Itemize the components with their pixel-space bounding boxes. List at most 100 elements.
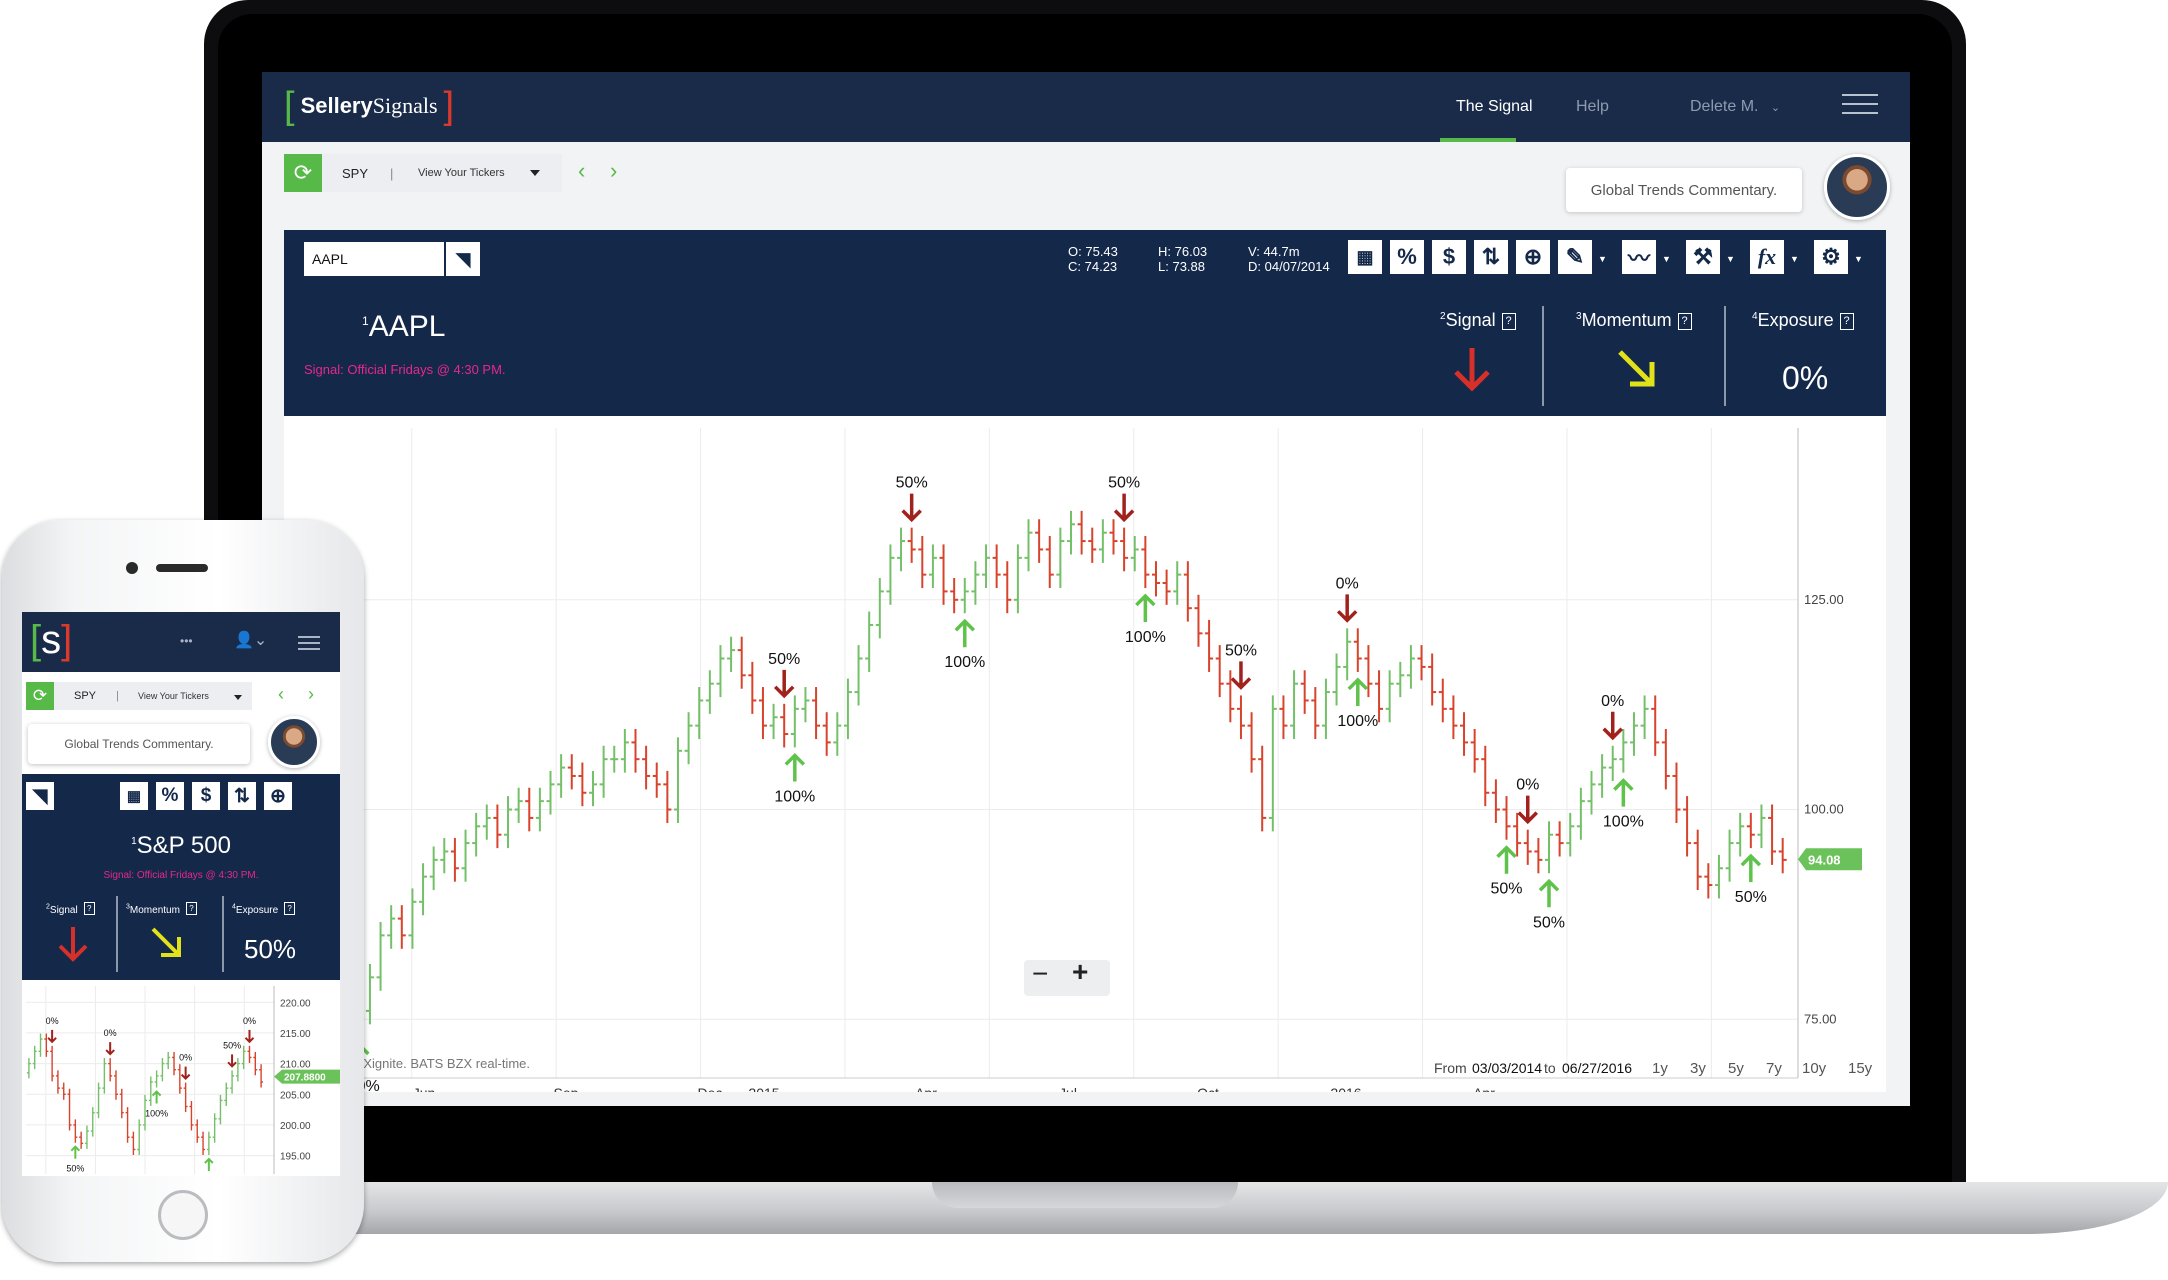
signal-label: 100% [1603, 814, 1644, 831]
help-icon[interactable]: ? [1501, 313, 1516, 330]
calculator-icon[interactable]: ▦ [120, 782, 148, 810]
phone-commentary-bubble[interactable]: Global Trends Commentary. [28, 724, 250, 764]
price-chart[interactable]: 125.00 100.00 75.00 Jun Sep Dec 2015 Apr Jul Oct 2… [284, 416, 1886, 1092]
percent-button[interactable]: % [156, 782, 184, 810]
trend-dropdown-icon[interactable]: ▼ [1662, 254, 1671, 264]
tools-icon[interactable]: ⚒ [1686, 240, 1720, 274]
zoom-in-button[interactable]: + [1072, 956, 1089, 987]
help-icon[interactable]: ? [185, 902, 197, 915]
chevron-left-icon[interactable]: ‹ [278, 684, 284, 704]
column-divider [222, 896, 224, 972]
crosshair-icon[interactable]: ⊕ [264, 782, 292, 810]
range-5y[interactable]: 5y [1728, 1060, 1744, 1077]
signal-up-arrow [1538, 878, 1560, 908]
range-1y[interactable]: 1y [1652, 1060, 1668, 1077]
phone-ticker-separator: | [116, 690, 119, 702]
symbol-title: 1AAPL [362, 310, 446, 343]
view-tickers-dropdown[interactable]: View Your Tickers [418, 167, 505, 179]
crosshair-icon[interactable]: ⊕ [1516, 240, 1550, 274]
compare-arrows-icon[interactable]: ⇅ [1474, 240, 1508, 274]
phone-speaker [156, 564, 208, 572]
signal-label: 100% [944, 654, 985, 671]
commentary-bubble[interactable]: Global Trends Commentary. [1566, 168, 1802, 212]
zoom-out-button[interactable]: − [1032, 958, 1049, 989]
close-value: 74.23 [1084, 259, 1118, 274]
momentum-column-label: 3Momentum? [1576, 310, 1692, 331]
signal-note: Signal: Official Fridays @ 4:30 PM. [304, 362, 506, 377]
from-date-input[interactable]: 03/03/2014 [1472, 1060, 1543, 1076]
dollar-button[interactable]: $ [192, 782, 220, 810]
nav-user-menu[interactable]: Delete M. ⌄ [1690, 98, 1780, 116]
signal-down-arrow [1602, 711, 1623, 741]
refresh-icon[interactable]: ⟳ [284, 154, 322, 192]
signal-down-arrow [227, 1054, 237, 1068]
signal-down-arrow-icon [1454, 348, 1490, 392]
to-date-input[interactable]: 06/27/2016 [1562, 1060, 1633, 1076]
trendline-icon[interactable]: 〰 [1622, 240, 1656, 274]
help-icon[interactable]: ? [1677, 313, 1692, 330]
x-tick-label: Sep [554, 1085, 579, 1092]
help-icon[interactable]: ? [1839, 313, 1854, 330]
signal-up-arrow [70, 1145, 81, 1159]
x-tick-label: 2016 [1330, 1085, 1361, 1092]
range-10y[interactable]: 10y [1802, 1060, 1827, 1077]
laptop-notch [932, 1182, 1238, 1208]
x-tick-label: Apr [1473, 1085, 1495, 1092]
rss-icon[interactable]: ◥ [446, 242, 480, 276]
gear-dropdown-icon[interactable]: ▼ [1854, 254, 1863, 264]
hamburger-menu-icon[interactable] [1842, 94, 1878, 118]
avatar[interactable] [1824, 154, 1890, 220]
nav-the-signal[interactable]: The Signal [1456, 98, 1533, 115]
nav-active-underline [1440, 138, 1516, 142]
compare-arrows-icon[interactable]: ⇅ [228, 782, 256, 810]
dollar-button[interactable]: $ [1432, 240, 1466, 274]
user-icon[interactable]: 👤⌄ [234, 632, 268, 649]
date-value: 04/07/2014 [1264, 259, 1330, 274]
rss-icon[interactable]: ◥ [26, 782, 54, 810]
symbol-search-input[interactable]: AAPL [304, 242, 444, 276]
hamburger-menu-icon[interactable] [298, 636, 320, 650]
caret-down-icon[interactable] [530, 170, 540, 176]
exposure-column-label: 4Exposure? [1752, 310, 1854, 331]
last-price-label: 94.08 [1808, 853, 1841, 868]
ticker-symbol[interactable]: SPY [342, 166, 369, 181]
signal-label: 100% [1125, 629, 1166, 646]
ohlc-volume-date: V: 44.7m D: 04/07/2014 [1248, 244, 1330, 274]
ticker-separator: | [390, 166, 394, 181]
chevron-right-icon[interactable]: › [308, 684, 314, 704]
range-7y[interactable]: 7y [1766, 1060, 1782, 1077]
function-dropdown-icon[interactable]: ▼ [1790, 254, 1799, 264]
help-icon[interactable]: ? [83, 902, 95, 915]
function-icon[interactable]: fx [1750, 240, 1784, 274]
help-icon[interactable]: ? [284, 902, 296, 915]
phone-logo[interactable]: [s] [30, 618, 73, 662]
caret-down-icon[interactable] [234, 695, 242, 700]
phone-signal-note: Signal: Official Fridays @ 4:30 PM. [103, 870, 259, 881]
phone-home-button [158, 1190, 208, 1240]
signal-label: 100% [1337, 713, 1378, 730]
more-icon[interactable]: ••• [180, 634, 193, 648]
avatar[interactable] [268, 716, 320, 768]
phone-ticker-symbol[interactable]: SPY [74, 690, 97, 702]
range-3y[interactable]: 3y [1690, 1060, 1706, 1077]
brand-logo[interactable]: [ Sellery Signals ] [284, 85, 454, 127]
tools-dropdown-icon[interactable]: ▼ [1726, 254, 1735, 264]
draw-tool-icon[interactable]: ✎ [1558, 240, 1592, 274]
phone-price-chart[interactable]: 220.00 215.00 210.00 205.00 200.00 195.00 0% 50… [22, 984, 340, 1176]
nav-help[interactable]: Help [1576, 98, 1609, 115]
y-tick-label: 215.00 [280, 1029, 311, 1040]
percent-button[interactable]: % [1390, 240, 1424, 274]
calculator-icon[interactable]: ▦ [1348, 240, 1382, 274]
signal-label: 50% [1533, 914, 1565, 931]
chevron-left-icon[interactable]: ‹ [578, 158, 586, 183]
chevron-right-icon[interactable]: › [610, 158, 618, 183]
signal-down-arrow [244, 1029, 255, 1044]
ohlc-high-low: H: 76.03 L: 73.88 [1158, 244, 1208, 274]
range-15y[interactable]: 15y [1848, 1060, 1873, 1077]
draw-dropdown-icon[interactable]: ▼ [1598, 254, 1607, 264]
refresh-icon[interactable]: ⟳ [26, 682, 54, 710]
signal-label: 0% [104, 1028, 117, 1038]
signal-label: 50% [1225, 642, 1257, 659]
phone-view-tickers-dropdown[interactable]: View Your Tickers [138, 691, 209, 701]
gear-icon[interactable]: ⚙ [1814, 240, 1848, 274]
